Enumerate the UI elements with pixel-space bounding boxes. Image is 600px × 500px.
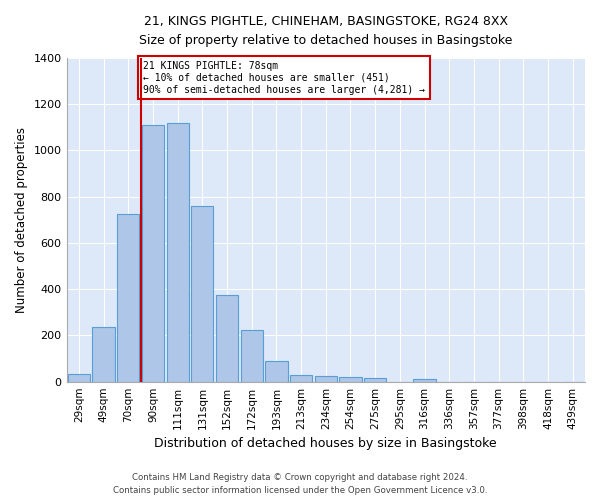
Bar: [68, 374, 90, 382]
Bar: [216, 295, 238, 382]
Bar: [413, 380, 436, 382]
Bar: [290, 374, 312, 382]
Bar: [340, 377, 362, 382]
Text: Contains HM Land Registry data © Crown copyright and database right 2024.
Contai: Contains HM Land Registry data © Crown c…: [113, 474, 487, 495]
Bar: [364, 378, 386, 382]
Bar: [167, 122, 189, 382]
Bar: [265, 361, 287, 382]
Bar: [92, 328, 115, 382]
Text: 21 KINGS PIGHTLE: 78sqm
← 10% of detached houses are smaller (451)
90% of semi-d: 21 KINGS PIGHTLE: 78sqm ← 10% of detache…: [143, 62, 425, 94]
Bar: [142, 125, 164, 382]
Title: 21, KINGS PIGHTLE, CHINEHAM, BASINGSTOKE, RG24 8XX
Size of property relative to : 21, KINGS PIGHTLE, CHINEHAM, BASINGSTOKE…: [139, 15, 512, 47]
Bar: [241, 330, 263, 382]
Bar: [314, 376, 337, 382]
Bar: [117, 214, 139, 382]
X-axis label: Distribution of detached houses by size in Basingstoke: Distribution of detached houses by size …: [154, 437, 497, 450]
Y-axis label: Number of detached properties: Number of detached properties: [15, 127, 28, 313]
Bar: [191, 206, 214, 382]
